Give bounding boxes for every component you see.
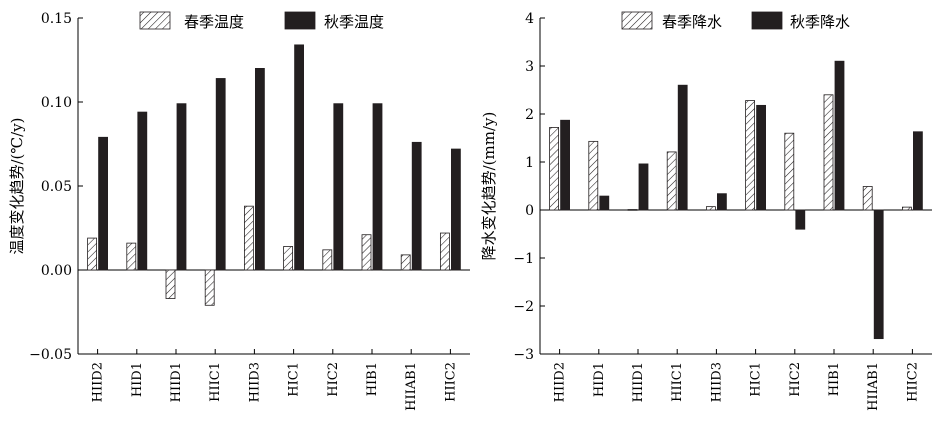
bar-spring [745, 100, 755, 211]
bar-autumn [176, 103, 187, 271]
y-axis-label: 温度变化趋势/(℃/y) [8, 117, 26, 254]
bar-spring [283, 246, 294, 271]
legend-label-spring: 春季温度 [184, 13, 244, 31]
bar-spring [361, 234, 372, 271]
x-category-label: HIC1 [749, 362, 764, 397]
x-category-label: HIIAB1 [866, 362, 881, 411]
bar-spring [126, 242, 137, 271]
bar-autumn [411, 141, 422, 271]
x-category-label: HIID1 [631, 362, 646, 402]
y-tick-label: 0.00 [41, 263, 72, 279]
legend-swatch-spring [139, 11, 171, 30]
y-tick-label: 0.15 [41, 11, 72, 27]
x-category-label: HIC1 [287, 362, 302, 397]
x-category-label: HIB1 [827, 362, 842, 396]
x-category-label: HIID1 [169, 362, 184, 402]
bar-autumn [638, 163, 649, 211]
y-tick-label: −2 [513, 299, 534, 315]
bar-autumn [677, 84, 688, 211]
x-category-label: HID1 [130, 362, 145, 397]
y-tick-label: 0.10 [41, 95, 72, 111]
x-category-label: HIIAB1 [404, 362, 419, 411]
bar-autumn [137, 111, 148, 271]
bar-autumn [254, 68, 265, 271]
legend-swatch-autumn [751, 11, 783, 30]
bar-autumn [98, 136, 108, 271]
bar-autumn [873, 209, 884, 340]
bar-autumn [599, 195, 610, 211]
bar-spring [165, 269, 176, 299]
x-category-label: HIIC2 [905, 362, 920, 402]
bar-spring [588, 140, 599, 211]
bar-spring [627, 209, 638, 211]
x-category-label: HIID2 [91, 362, 106, 402]
legend-label-autumn: 秋季温度 [324, 13, 384, 31]
x-category-label: HIB1 [365, 362, 380, 396]
legend-label-spring: 春季降水 [662, 13, 722, 31]
bar-spring [902, 206, 912, 211]
bar-spring [549, 127, 559, 211]
x-category-label: HIIC1 [670, 362, 685, 402]
x-category-label: HIC2 [326, 362, 341, 397]
bar-spring [862, 186, 873, 211]
x-category-label: HIC2 [788, 362, 803, 397]
y-tick-label: 0.05 [41, 179, 72, 195]
y-tick-label: −1 [513, 251, 534, 267]
bar-spring [666, 151, 677, 211]
x-category-label: HIIC1 [208, 362, 223, 402]
bar-autumn [756, 104, 766, 211]
bar-spring [400, 254, 411, 271]
y-tick-label: 0 [525, 203, 534, 219]
bar-autumn [450, 148, 461, 271]
y-tick-label: 4 [525, 11, 534, 27]
bar-spring [204, 269, 215, 306]
legend-swatch-autumn [284, 11, 316, 30]
legend-swatch-spring [621, 11, 653, 30]
chart-1: −0.05 0.00 0.05 0.10 0.15 温度变化趋势/(℃/y) HIID2 HI… [8, 11, 470, 411]
bar-spring [823, 94, 834, 211]
y-axis-label: 降水变化趋势/(mm/y) [480, 112, 498, 261]
y-tick-label: 2 [525, 107, 534, 123]
chart-2: −3 −2 −1 0 1 2 3 4 降水变化趋势/(mm/y) HIID2 HID1 HIID1 HI… [480, 11, 932, 411]
bar-autumn [717, 193, 727, 211]
y-tick-label: 1 [525, 155, 534, 171]
bar-spring [706, 206, 716, 211]
x-category-label: HIID2 [553, 362, 568, 402]
bar-autumn [294, 44, 305, 271]
bar-autumn [560, 119, 570, 211]
bar-autumn [372, 103, 383, 271]
x-category-label: HIID3 [709, 362, 724, 402]
bar-autumn [795, 209, 806, 230]
bar-autumn [834, 60, 845, 211]
bar-autumn [333, 103, 344, 271]
bar-autumn [215, 78, 226, 271]
x-category-label: HIID3 [247, 362, 262, 402]
bar-autumn [913, 131, 923, 211]
x-category-label: HIIC2 [443, 362, 458, 402]
x-category-label: HID1 [592, 362, 607, 397]
bar-spring [322, 249, 333, 271]
bar-spring [87, 237, 97, 271]
bar-spring [784, 132, 795, 211]
legend-label-autumn: 秋季降水 [790, 13, 850, 31]
bar-spring [243, 205, 254, 271]
y-tick-label: −3 [513, 347, 534, 363]
y-tick-label: −0.05 [29, 347, 72, 363]
y-tick-label: 3 [525, 59, 534, 75]
bar-spring [439, 232, 450, 271]
